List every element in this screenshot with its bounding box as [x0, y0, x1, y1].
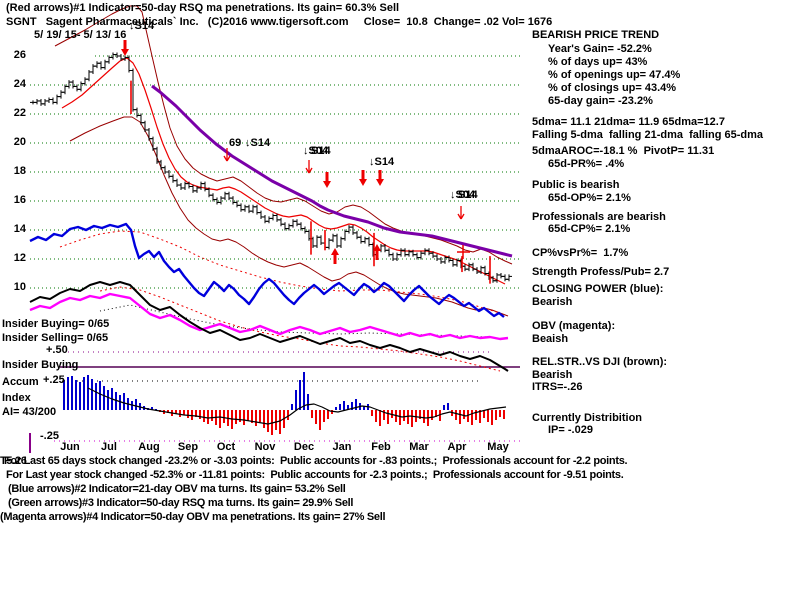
- indicator3-legend: (Green arrows)#3 Indicator=50-day RSQ ma…: [8, 497, 354, 509]
- x-tick-mar: Mar: [409, 441, 429, 453]
- gain-65day: 65-day gain= -23.2%: [548, 95, 653, 107]
- x-tick-apr: Apr: [447, 441, 467, 453]
- strength-ratio: Strength Profess/Pub= 2.7: [532, 266, 670, 278]
- obv-title: OBV (magenta):: [532, 320, 616, 332]
- signal-label-69: 69: [229, 137, 242, 149]
- signal-label-s14-c: S14: [311, 145, 331, 157]
- dma-values: 5dma= 11.1 21dma= 11.9 65dma=12.7: [532, 116, 725, 128]
- y-tick-26: 26: [13, 49, 26, 61]
- itrs-value: ITRS=-.26: [532, 381, 583, 393]
- x-tick-jul: Jul: [101, 441, 117, 453]
- y-tick-22: 22: [13, 107, 26, 119]
- op-pct: 65d-OP%= 2.1%: [548, 192, 631, 204]
- y-tick-16: 16: [13, 194, 26, 206]
- pr-pct: 65d-PR%= .4%: [548, 158, 625, 170]
- ai-plus50-label: +.50: [46, 344, 68, 356]
- ai-minus25-label: -.25: [40, 430, 59, 442]
- indicator1-legend: (Red arrows)#1 Indicator=50-day RSQ ma p…: [6, 2, 400, 14]
- openings-up: % of openings up= 47.4%: [548, 69, 681, 81]
- x-tick-nov: Nov: [254, 441, 276, 453]
- summary-65day: For Last 65 days stock changed -23.2% or…: [4, 455, 628, 467]
- trend-title: BEARISH PRICE TREND: [532, 29, 660, 41]
- x-tick-may: May: [487, 441, 509, 453]
- cp-pct: 65d-CP%= 2.1%: [548, 223, 631, 235]
- ai-plus25-label: +.25: [43, 374, 65, 386]
- days-up: % of days up= 43%: [548, 56, 648, 68]
- public-state: Public is bearish: [532, 179, 620, 191]
- rel-str-title: REL.STR..VS DJI (brown):: [532, 356, 668, 368]
- x-tick-jan: Jan: [332, 441, 352, 453]
- y-tick-12: 12: [13, 252, 26, 264]
- ticker-title-line: SGNT Sagent Pharmaceuticals` Inc. (C)201…: [6, 16, 553, 28]
- signal-label-s14-b: ↓S14: [245, 137, 271, 149]
- aroc-pivot: 5dmaAROC=-18.1 % PivotP= 11.31: [532, 145, 715, 157]
- insider-buying-count: Insider Buying= 0/65: [2, 318, 110, 330]
- x-tick-oct: Oct: [216, 441, 236, 453]
- years-gain: Year's Gain= -52.2%: [548, 43, 652, 55]
- signal-label-s14-top: ↓S14: [129, 20, 155, 32]
- summary-year: For Last year stock changed -52.3% or -1…: [6, 469, 624, 481]
- date-range: 5/ 19/ 15- 5/ 13/ 16: [34, 29, 127, 41]
- y-tick-18: 18: [13, 165, 26, 177]
- x-tick-jun: Jun: [60, 441, 80, 453]
- signal-label-s04-c: ↓S04: [303, 145, 329, 157]
- insider-buying-label: Insider Buying: [2, 359, 79, 371]
- closing-power-title: CLOSING POWER (blue):: [532, 283, 664, 295]
- ip-value: IP= -.029: [548, 424, 593, 436]
- ai-value: AI= 43/200: [2, 406, 57, 418]
- indicator2-legend: (Blue arrows)#2 Indicator=21-day OBV ma …: [8, 483, 346, 495]
- y-tick-20: 20: [13, 136, 26, 148]
- x-tick-dec: Dec: [293, 441, 315, 453]
- signal-label-s04-e: ↓S04: [450, 189, 476, 201]
- insider-selling-count: Insider Selling= 0/65: [2, 332, 109, 344]
- cp-vs-pr: CP%vsPr%= 1.7%: [532, 247, 629, 259]
- signal-label-s14-d: ↓S14: [369, 156, 395, 168]
- footer-overlap-text: T5.26: [0, 455, 27, 467]
- index-label: Index: [2, 392, 31, 404]
- closing-power-state: Bearish: [532, 296, 573, 308]
- x-tick-feb: Feb: [371, 441, 391, 453]
- professionals-state: Professionals are bearish: [532, 211, 666, 223]
- y-tick-24: 24: [13, 78, 26, 90]
- y-tick-14: 14: [13, 223, 26, 235]
- signal-label-s14-e: S14: [458, 189, 478, 201]
- x-tick-sep: Sep: [177, 441, 199, 453]
- y-tick-10: 10: [13, 281, 26, 293]
- dma-direction: Falling 5-dma falling 21-dma falling 65-…: [532, 129, 764, 141]
- indicator4-legend: (Magenta arrows)#4 Indicator=50-day OBV …: [0, 511, 386, 523]
- rel-str-state: Bearish: [532, 369, 573, 381]
- x-tick-aug: Aug: [138, 441, 160, 453]
- obv-state: Beaish: [532, 333, 569, 345]
- closings-up: % of closings up= 43.4%: [548, 82, 677, 94]
- accum-label: Accum: [2, 376, 39, 388]
- current-mode: Currently Distribition: [532, 412, 643, 424]
